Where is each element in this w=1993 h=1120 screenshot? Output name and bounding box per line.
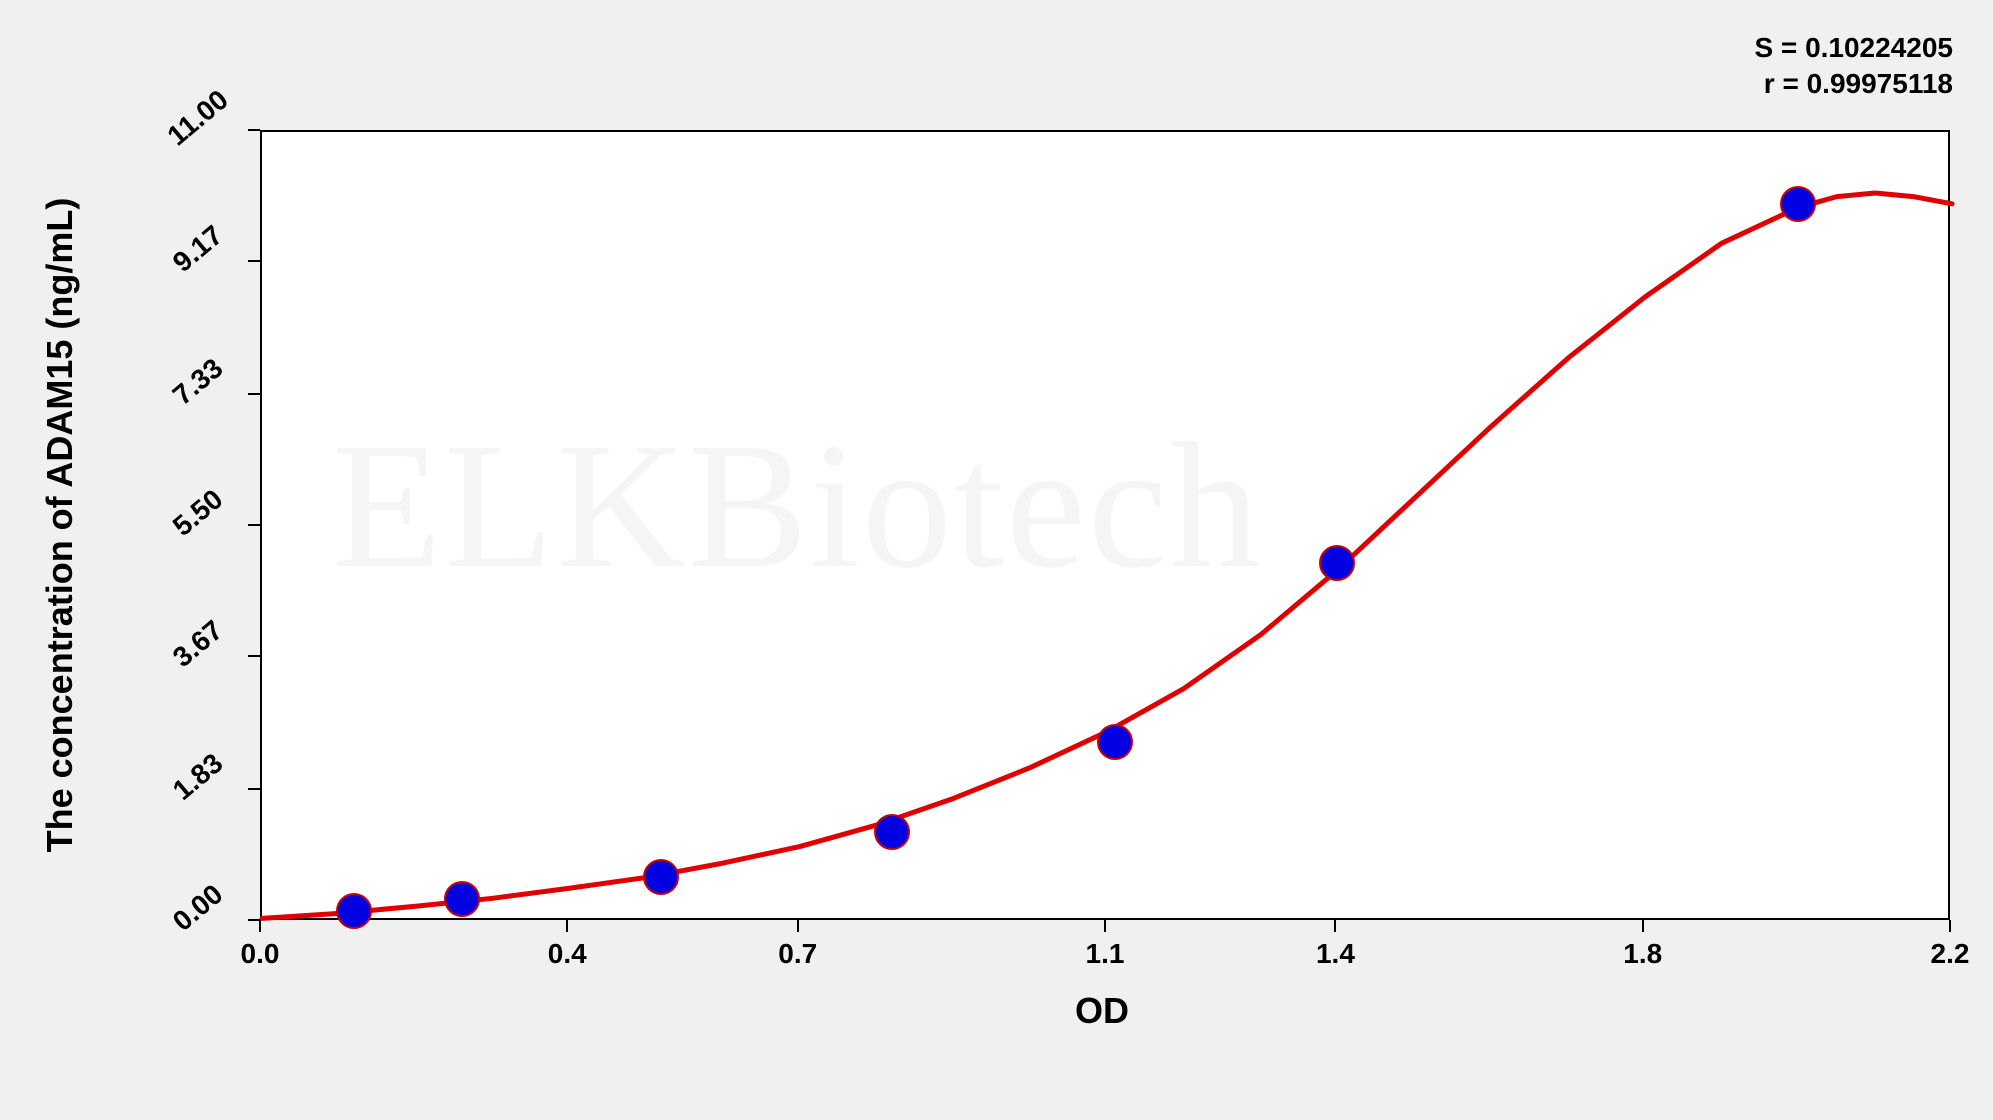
x-tick-label: 0.4: [548, 938, 587, 970]
x-tick-label: 1.4: [1316, 938, 1355, 970]
plot-area: ELKBiotech: [260, 130, 1950, 920]
stat-s-line: S = 0.10224205: [1754, 30, 1953, 66]
y-tick-label: 9.17: [167, 220, 229, 280]
data-point: [1780, 186, 1816, 222]
x-tick-mark: [1949, 920, 1951, 932]
y-axis-label: The concentration of ADAM15 (ng/mL): [39, 130, 81, 920]
stat-s-label: S =: [1754, 32, 1805, 63]
x-axis-label: OD: [1075, 990, 1129, 1032]
x-tick-mark: [1642, 920, 1644, 932]
x-tick-label: 1.8: [1623, 938, 1662, 970]
x-tick-mark: [1104, 920, 1106, 932]
x-tick-label: 0.7: [778, 938, 817, 970]
stat-s-value: 0.10224205: [1805, 32, 1953, 63]
chart-container: S = 0.10224205 r = 0.99975118 ELKBiotech…: [0, 0, 1993, 1120]
data-point: [874, 814, 910, 850]
stats-box: S = 0.10224205 r = 0.99975118: [1754, 30, 1953, 103]
fit-curve: [262, 132, 1952, 922]
y-tick-label: 11.00: [161, 84, 234, 153]
y-tick-label: 5.50: [167, 483, 229, 543]
y-tick-label: 7.33: [167, 352, 229, 412]
y-tick-mark: [248, 788, 260, 790]
y-tick-mark: [248, 393, 260, 395]
stat-r-line: r = 0.99975118: [1754, 66, 1953, 102]
x-tick-label: 1.1: [1086, 938, 1125, 970]
y-tick-label: 3.67: [167, 615, 229, 675]
x-tick-mark: [566, 920, 568, 932]
y-tick-mark: [248, 524, 260, 526]
data-point: [1097, 724, 1133, 760]
data-point: [336, 893, 372, 929]
x-tick-label: 0.0: [241, 938, 280, 970]
stat-r-value: 0.99975118: [1807, 68, 1953, 99]
data-point: [1319, 545, 1355, 581]
y-tick-mark: [248, 129, 260, 131]
y-tick-label: 0.00: [167, 878, 229, 938]
data-point: [643, 859, 679, 895]
y-tick-label: 1.83: [167, 747, 229, 807]
stat-r-label: r =: [1764, 68, 1807, 99]
y-tick-mark: [248, 919, 260, 921]
y-tick-mark: [248, 260, 260, 262]
x-tick-mark: [259, 920, 261, 932]
x-tick-mark: [1334, 920, 1336, 932]
data-point: [444, 881, 480, 917]
x-tick-mark: [797, 920, 799, 932]
x-tick-label: 2.2: [1931, 938, 1970, 970]
y-tick-mark: [248, 655, 260, 657]
